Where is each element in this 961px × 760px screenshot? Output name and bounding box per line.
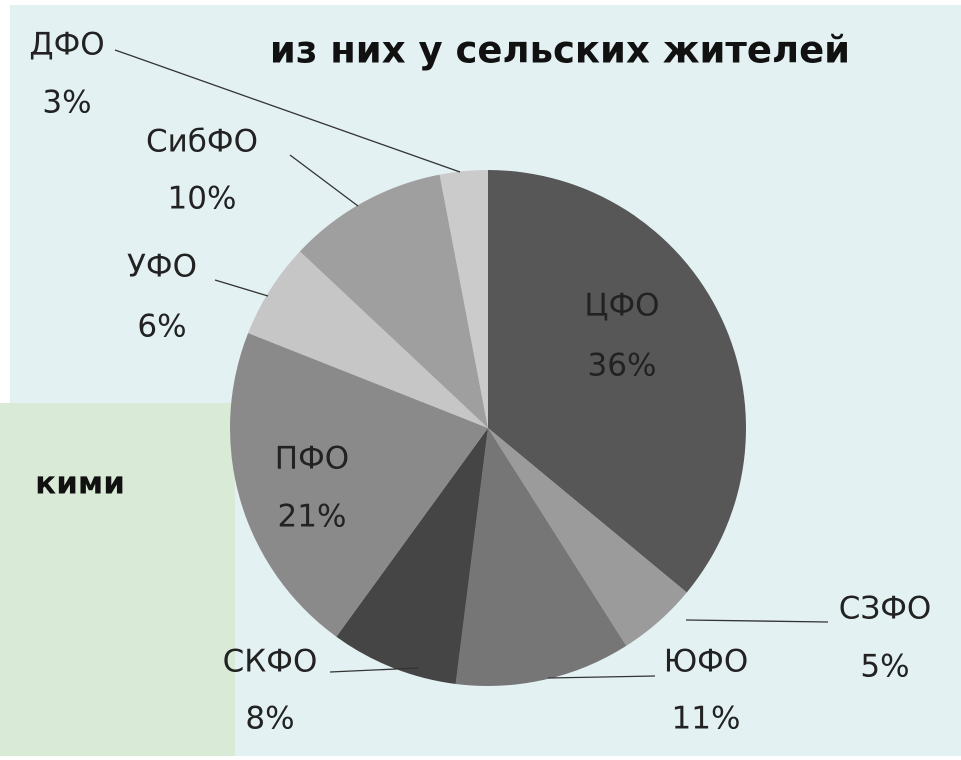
leader-line <box>214 279 269 297</box>
slice-label: ДФО <box>29 27 104 63</box>
pie-slice <box>336 428 488 684</box>
leader-line <box>685 619 829 623</box>
side-panel <box>0 403 235 756</box>
leader-line <box>114 49 461 173</box>
slice-label: СЗФО <box>839 591 932 627</box>
value-label: 36% <box>588 348 657 384</box>
value-label: 11% <box>672 701 741 737</box>
value-label: 5% <box>860 649 909 685</box>
slice-label: УФО <box>127 249 197 285</box>
pie-slice <box>229 333 488 637</box>
value-label: 8% <box>245 701 294 737</box>
pie-slice <box>488 428 687 646</box>
value-label: 10% <box>168 181 237 217</box>
value-label: 6% <box>137 309 186 345</box>
leader-line <box>547 675 656 679</box>
pie-slice <box>248 251 488 428</box>
value-label: 3% <box>42 85 91 121</box>
leader-line <box>329 667 419 673</box>
value-label: 21% <box>278 499 347 535</box>
pie-slice <box>299 174 488 428</box>
pie-slice <box>488 170 746 593</box>
slice-label: ПФО <box>275 441 349 477</box>
pie-slice <box>439 170 488 428</box>
chart-title: из них у сельских жителей <box>270 29 850 72</box>
slice-label: СибФО <box>146 124 258 160</box>
pie-slice <box>455 428 627 686</box>
leader-line <box>289 154 359 207</box>
slice-label: ЦФО <box>584 288 659 324</box>
slice-label: СКФО <box>223 644 318 680</box>
background-text: кими <box>35 466 125 502</box>
slice-label: ЮФО <box>664 644 749 680</box>
